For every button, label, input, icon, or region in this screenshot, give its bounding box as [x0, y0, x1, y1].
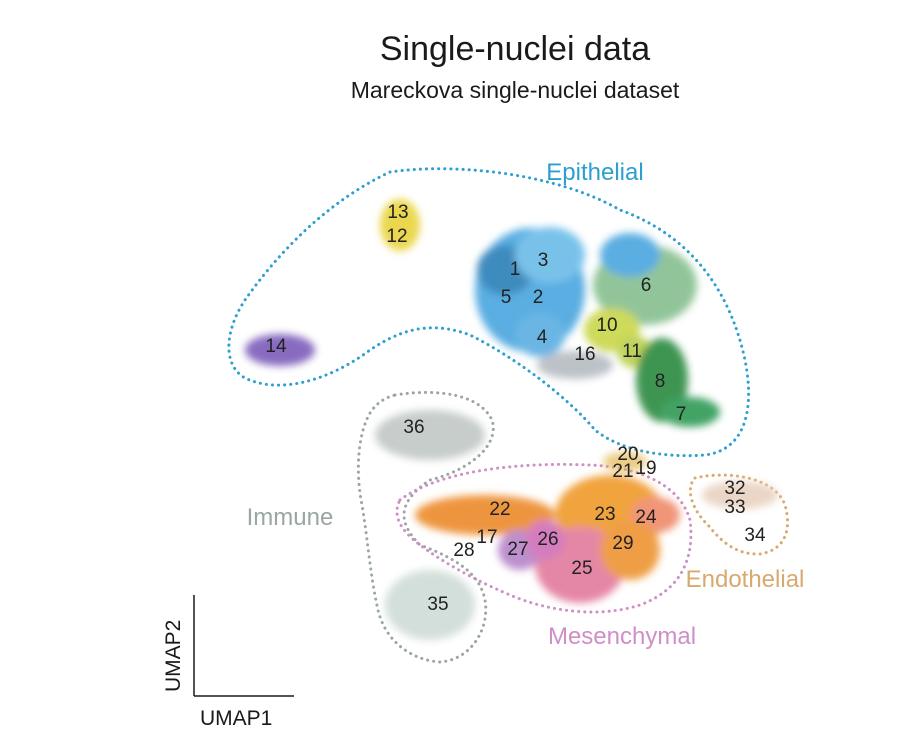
label-17: 17 [476, 527, 497, 548]
label-7: 7 [676, 404, 687, 425]
label-3: 3 [538, 250, 549, 271]
label-35: 35 [427, 594, 448, 615]
label-29: 29 [612, 533, 633, 554]
label-36: 36 [403, 417, 424, 438]
label-20: 20 [617, 444, 638, 465]
label-25: 25 [571, 558, 592, 579]
label-22: 22 [489, 499, 510, 520]
group-label-mesenchymal: Mesenchymal [548, 623, 696, 650]
cluster-clouds [245, 199, 778, 640]
label-24: 24 [635, 507, 657, 528]
endothelial-outline [689, 473, 790, 556]
label-1: 1 [510, 259, 521, 280]
label-21: 21 [612, 461, 633, 482]
group-label-endothelial: Endothelial [686, 566, 805, 593]
group-label-immune: Immune [247, 504, 334, 531]
label-12: 12 [386, 226, 407, 247]
label-32: 32 [724, 478, 745, 499]
y-axis-label: UMAP2 [162, 620, 185, 692]
group-label-epithelial: Epithelial [546, 159, 643, 186]
label-5: 5 [501, 287, 512, 308]
label-23: 23 [594, 504, 615, 525]
label-13: 13 [387, 202, 408, 223]
label-14: 14 [265, 336, 287, 357]
label-2: 2 [533, 287, 544, 308]
chart-subtitle: Mareckova single-nuclei dataset [351, 77, 680, 103]
label-28: 28 [453, 540, 474, 561]
epithelial-outline [227, 167, 751, 458]
cluster-labels: 1 2 3 4 5 6 7 8 10 11 12 13 14 16 17 19 … [265, 202, 766, 615]
label-6: 6 [641, 275, 652, 296]
label-10: 10 [596, 315, 617, 336]
chart-title: Single-nuclei data [380, 30, 650, 68]
label-11: 11 [622, 341, 642, 362]
label-8: 8 [655, 371, 666, 392]
label-19: 19 [635, 458, 656, 479]
label-4: 4 [537, 327, 548, 348]
x-axis-label: UMAP1 [200, 707, 272, 729]
label-34: 34 [744, 525, 766, 546]
label-27: 27 [507, 539, 528, 560]
label-16: 16 [574, 344, 595, 365]
label-26: 26 [537, 529, 558, 550]
label-33: 33 [724, 497, 745, 518]
